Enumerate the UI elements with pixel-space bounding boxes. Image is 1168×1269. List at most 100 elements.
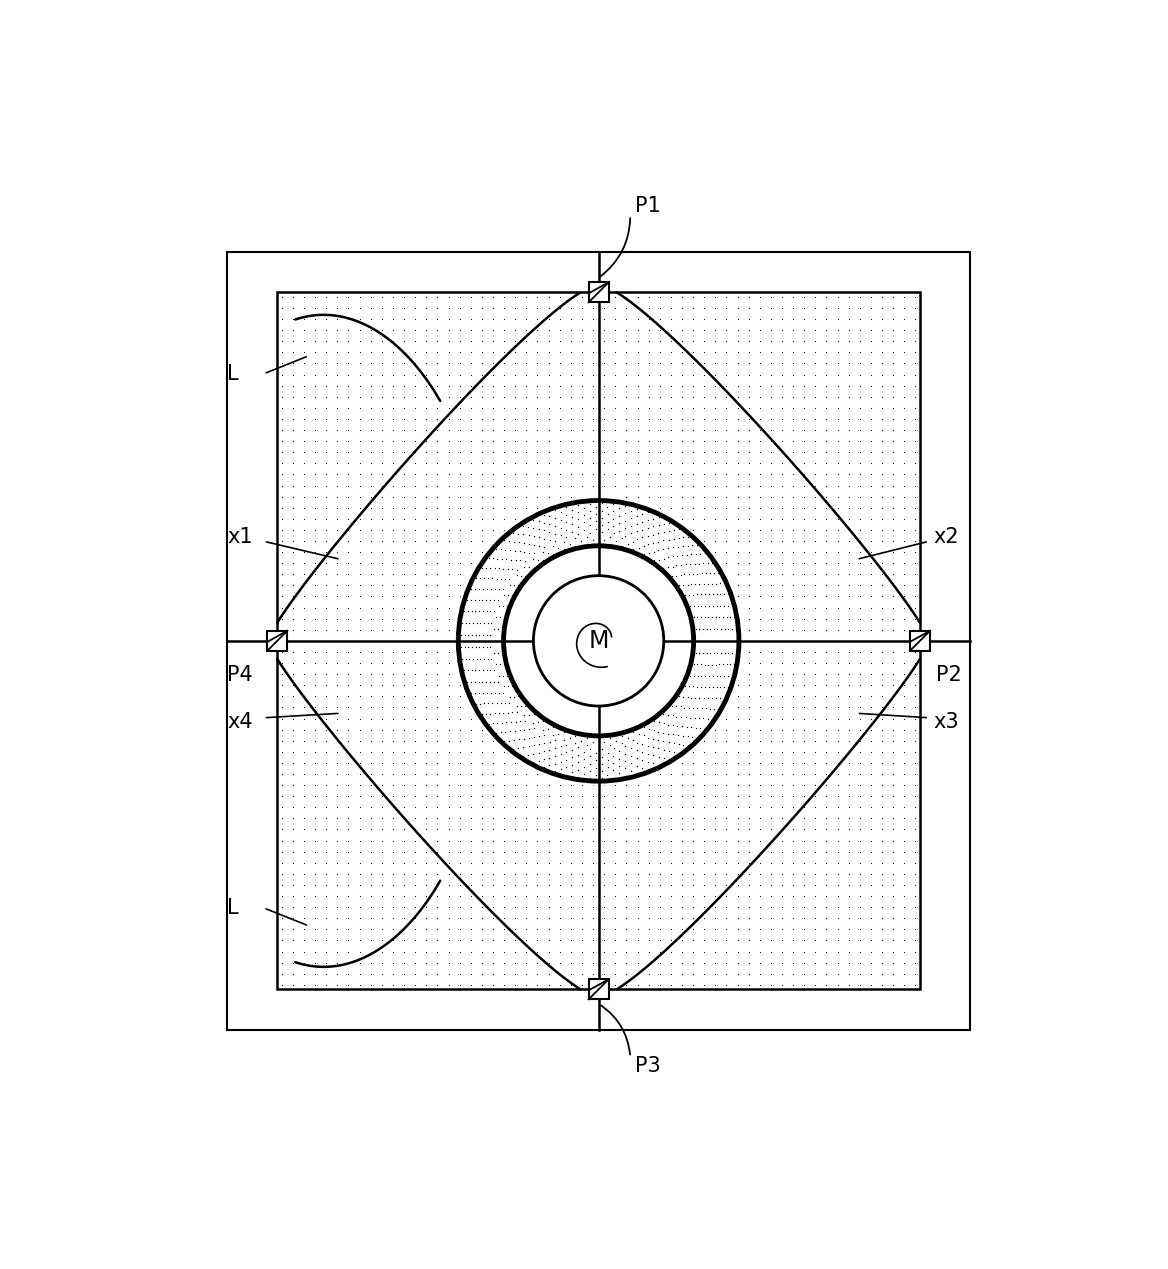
Point [395,619,413,640]
Point [773,320,792,340]
Point [895,953,913,973]
Point [572,397,591,418]
Point [487,569,506,589]
Point [661,464,680,485]
Point [884,420,903,440]
Point [555,539,573,560]
Point [862,376,881,396]
Point [639,530,658,551]
Point [682,688,701,708]
Point [850,542,869,562]
Point [705,919,724,939]
Point [583,529,602,549]
Point [595,542,613,562]
Point [606,642,625,662]
Point [683,631,702,651]
Point [439,753,458,773]
Point [405,553,424,574]
Point [705,431,724,452]
Point [373,320,391,340]
Point [818,476,836,496]
Point [633,519,652,539]
Point [361,586,380,607]
Point [840,575,858,595]
Point [654,740,673,760]
Point [862,797,881,817]
Point [417,874,436,895]
Point [884,697,903,717]
Point [572,764,591,784]
Point [762,731,780,751]
Point [540,953,558,973]
Point [317,553,335,574]
Point [550,708,569,728]
Point [458,671,477,692]
Point [350,298,369,319]
Point [818,720,836,740]
Point [711,642,730,662]
Point [417,542,436,562]
Point [895,497,913,518]
Point [762,376,780,396]
Point [639,520,658,541]
Point [328,476,347,496]
Point [673,864,691,884]
Point [613,726,632,746]
Point [294,841,313,862]
Point [906,642,925,662]
Point [773,687,792,707]
Point [524,735,543,755]
Point [725,607,744,627]
Point [862,720,881,740]
Point [572,476,591,496]
Point [272,864,291,884]
Point [639,897,658,917]
Point [584,909,603,929]
Point [617,797,635,817]
Point [862,886,881,906]
Point [572,287,591,307]
Point [328,642,347,662]
Point [517,841,536,862]
Point [572,942,591,962]
Point [695,476,714,496]
Point [628,497,647,518]
Point [872,942,891,962]
Point [762,619,780,640]
Point [884,376,903,396]
Point [284,642,303,662]
Point [654,722,673,742]
Point [473,509,492,529]
Point [884,387,903,407]
Point [517,953,536,973]
Point [350,764,369,784]
Point [683,331,702,352]
Point [739,642,758,662]
Point [373,909,391,929]
Point [540,747,558,768]
Point [317,764,335,784]
Point [395,609,413,629]
Point [405,874,424,895]
Point [840,553,858,574]
Point [405,797,424,817]
Point [617,942,635,962]
Point [284,687,303,707]
Point [828,298,847,319]
Point [427,942,446,962]
Point [506,553,524,574]
Point [595,909,613,929]
Text: L: L [228,364,239,383]
Point [427,575,446,595]
Point [673,652,691,673]
Point [473,808,492,829]
Point [850,687,869,707]
Point [495,442,514,462]
Point [773,731,792,751]
Point [806,486,825,506]
Point [762,753,780,773]
Point [417,353,436,373]
Point [383,897,402,917]
Point [461,320,480,340]
Point [517,509,536,529]
